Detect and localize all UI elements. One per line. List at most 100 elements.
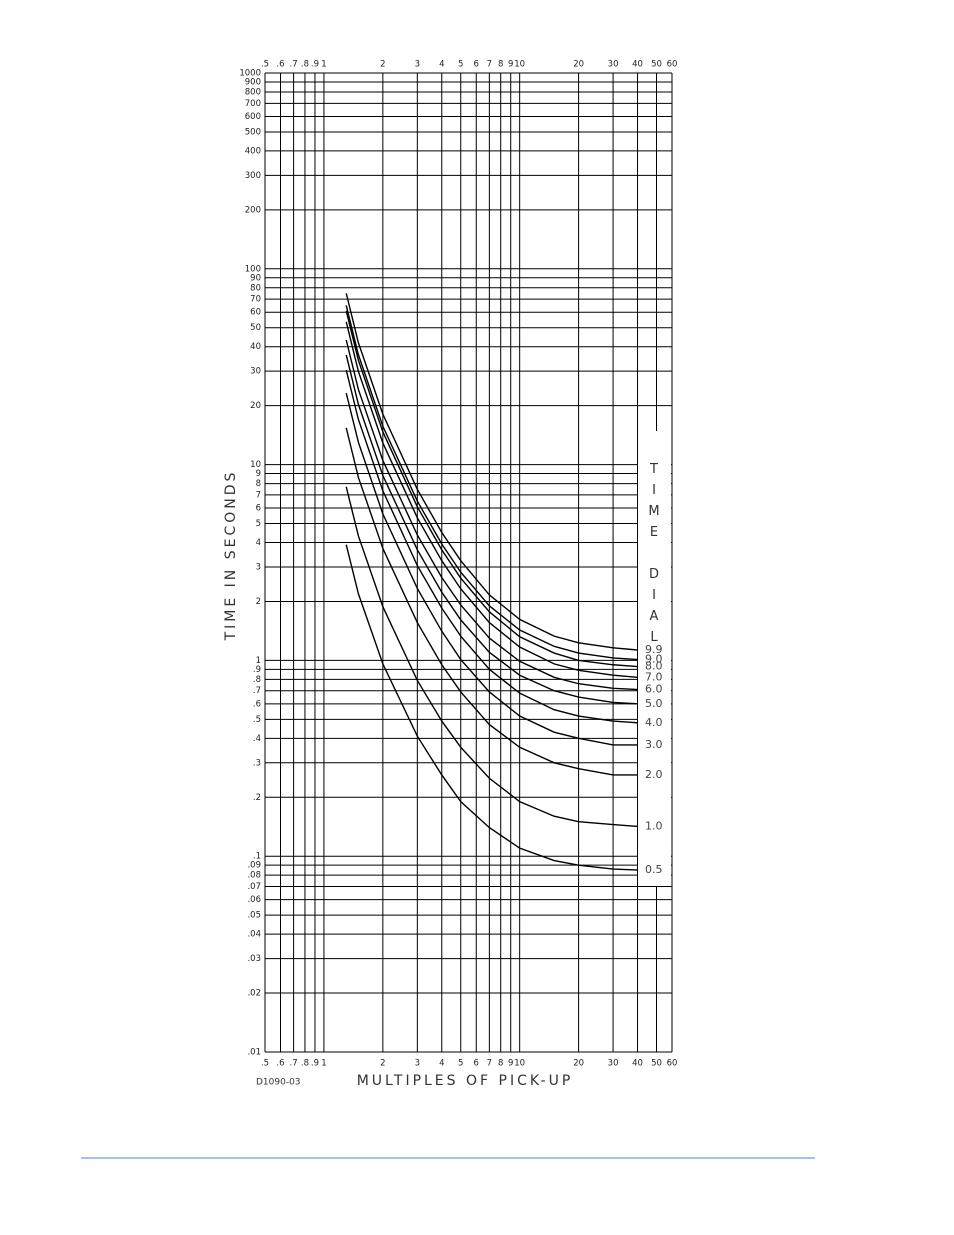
- x-tick-label: 2: [380, 1059, 385, 1069]
- y-tick-label: .7: [253, 686, 261, 696]
- curve: [345, 339, 638, 691]
- legend-label: 8.0: [645, 660, 663, 673]
- y-tick-label: .01: [247, 1048, 261, 1058]
- curve: [345, 427, 638, 776]
- y-tick-label: 5: [256, 519, 261, 529]
- x-tick-label-top: .5: [261, 60, 269, 70]
- x-tick-label: 40: [632, 1059, 643, 1069]
- y-tick-label: 500: [245, 127, 261, 137]
- x-tick-label-top: 30: [608, 60, 619, 70]
- x-tick-label-top: .9: [311, 60, 319, 70]
- x-tick-label-top: 7: [487, 60, 492, 70]
- y-tick-label: 80: [250, 283, 261, 293]
- legend-title: TIME DIAL: [647, 462, 662, 651]
- x-tick-label: 20: [573, 1059, 584, 1069]
- legend-label: 7.0: [645, 670, 663, 683]
- x-tick-label-top: 2: [380, 60, 385, 70]
- x-tick-label: 50: [651, 1059, 662, 1069]
- y-tick-label: 400: [245, 146, 261, 156]
- y-tick-label: 200: [245, 205, 261, 215]
- y-tick-label: .06: [247, 895, 261, 905]
- y-tick-label: 1: [256, 656, 261, 666]
- legend-label: 0.5: [645, 863, 663, 876]
- y-tick-label: .9: [253, 665, 261, 675]
- x-tick-label: 4: [439, 1059, 444, 1069]
- legend-label: 4.0: [645, 716, 663, 729]
- x-tick-label-top: 60: [667, 60, 678, 70]
- y-tick-label: 1000: [239, 69, 261, 79]
- y-tick-label: 8: [256, 479, 261, 489]
- y-tick-label: .5: [253, 715, 261, 725]
- legend-label: 5.0: [645, 697, 663, 710]
- x-tick-label-top: 10: [514, 60, 525, 70]
- x-tick-label-top: 4: [439, 60, 444, 70]
- curves: [345, 293, 638, 871]
- y-tick-label: 6: [256, 504, 261, 514]
- x-tick-label: 6: [474, 1059, 479, 1069]
- y-tick-label: 9: [256, 469, 261, 479]
- y-tick-label: 600: [245, 112, 261, 122]
- x-axis-title: MULTIPLES OF PICK-UP: [357, 1073, 574, 1089]
- curve: [345, 293, 638, 651]
- curve: [345, 544, 638, 871]
- x-tick-label: 5: [458, 1059, 463, 1069]
- x-tick-label: 10: [514, 1059, 525, 1069]
- x-tick-label-top: 1: [321, 60, 326, 70]
- x-tick-label-top: 40: [632, 60, 643, 70]
- curve: [345, 369, 638, 724]
- y-tick-label: .04: [247, 930, 261, 940]
- y-tick-label: 60: [250, 308, 261, 318]
- x-tick-label-top: 6: [474, 60, 479, 70]
- y-tick-label: .6: [253, 699, 261, 709]
- legend-label: 1.0: [645, 819, 663, 832]
- x-tick-label: .9: [311, 1059, 319, 1069]
- legend-label: 2.0: [645, 768, 663, 781]
- y-tick-label: .3: [253, 758, 261, 768]
- x-tick-label: 1: [321, 1059, 326, 1069]
- y-tick-label: 10: [250, 460, 261, 470]
- legend-label: 9.0: [645, 653, 663, 666]
- x-tick-label: 60: [667, 1059, 678, 1069]
- legend-label: 6.0: [645, 683, 663, 696]
- x-tick-label-top: 50: [651, 60, 662, 70]
- x-tick-label: 3: [415, 1059, 420, 1069]
- y-tick-label: 3: [256, 562, 261, 572]
- curve: [345, 321, 638, 678]
- legend-label: 3.0: [645, 738, 663, 751]
- y-axis-title: TIME IN SECONDS: [223, 470, 239, 642]
- y-tick-label: .03: [247, 954, 261, 964]
- y-tick-label: .02: [247, 989, 261, 999]
- y-tick-label: .1: [253, 852, 261, 862]
- x-tick-label: 9: [508, 1059, 513, 1069]
- figure-code: D1090-03: [256, 1078, 301, 1088]
- x-tick-label-top: .8: [301, 60, 309, 70]
- curve: [345, 392, 638, 746]
- y-tick-label: .8: [253, 675, 261, 685]
- curve: [345, 305, 638, 661]
- x-tick-label-top: .6: [276, 60, 284, 70]
- x-tick-label-top: 3: [415, 60, 420, 70]
- curve: [345, 486, 638, 828]
- y-tick-label: 4: [256, 538, 261, 548]
- y-tick-label: 800: [245, 87, 261, 97]
- y-tick-label: .09: [247, 861, 261, 871]
- x-tick-label-top: 8: [498, 60, 503, 70]
- legend-label: 9.9: [645, 643, 663, 656]
- y-tick-label: 300: [245, 171, 261, 181]
- y-tick-label: 50: [250, 323, 261, 333]
- y-tick-label: 2: [256, 597, 261, 607]
- x-tick-label: 30: [608, 1059, 619, 1069]
- x-tick-label: .5: [261, 1059, 269, 1069]
- y-tick-label: 40: [250, 342, 261, 352]
- y-tick-label: .08: [247, 871, 261, 881]
- labels: .5.5.6.6.7.7.8.8.9.911223344556677889910…: [239, 60, 677, 1069]
- x-tick-label: 8: [498, 1059, 503, 1069]
- y-tick-label: .05: [247, 911, 261, 921]
- x-tick-label-top: 20: [573, 60, 584, 70]
- y-tick-label: 700: [245, 99, 261, 109]
- x-tick-label-top: 5: [458, 60, 463, 70]
- grid: [264, 72, 673, 1053]
- x-tick-label: .7: [290, 1059, 298, 1069]
- x-tick-label-top: .7: [290, 60, 298, 70]
